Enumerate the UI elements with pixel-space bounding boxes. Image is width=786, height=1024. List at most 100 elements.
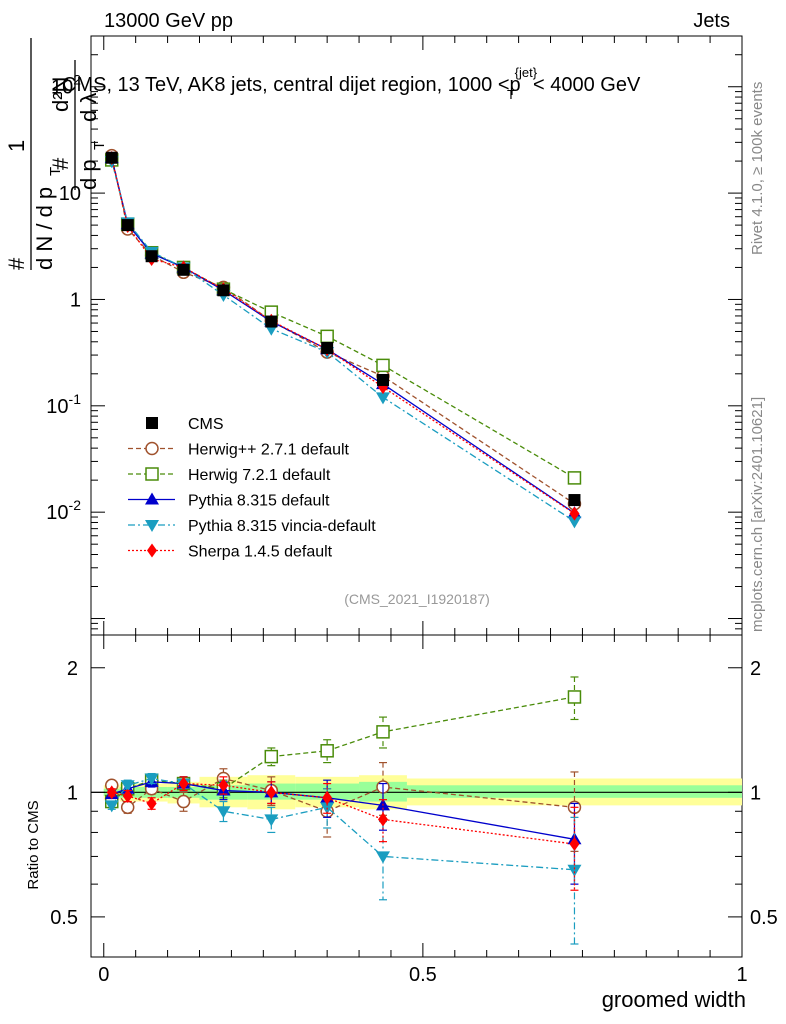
series-line-4	[111, 160, 575, 522]
legend-marker-4	[145, 520, 159, 532]
x-tick-label: 0.5	[409, 964, 437, 986]
ratio-y-tick-label: 0.5	[50, 907, 78, 929]
y-tick-label: 102	[51, 72, 81, 99]
ratio-point-1	[264, 749, 279, 764]
legend-label-2: Herwig 7.2.1 default	[188, 467, 331, 484]
ratio-y-tick-label-right: 0.5	[750, 907, 778, 929]
mcplots-label: mcplots.cern.ch [arXiv:2401.10621]	[749, 397, 766, 632]
ratio-y-tick-label-right: 1	[750, 782, 761, 804]
ratio-y-tick-label: 1	[67, 782, 78, 804]
ratio-point-0	[176, 794, 191, 809]
ratio-point-1	[320, 744, 334, 758]
ratio-point-4	[377, 812, 388, 827]
data-point-4	[375, 392, 390, 405]
legend-marker-0	[146, 417, 158, 429]
ratio-point-4	[322, 790, 333, 805]
legend-marker-1	[145, 441, 159, 456]
legend-label-5: Sherpa 1.4.5 default	[188, 544, 333, 561]
ylabel-dpt: d p	[76, 159, 101, 190]
legend-label-1: Herwig++ 2.7.1 default	[188, 442, 350, 459]
legend-label-3: Pythia 8.315 default	[188, 493, 330, 510]
y-tick-exponent: 2	[73, 72, 81, 88]
data-point-0	[121, 219, 134, 232]
data-point-0	[217, 284, 230, 297]
data-point-0	[568, 494, 581, 507]
data-point-0	[145, 250, 158, 263]
energy-label: 13000 GeV pp	[104, 10, 233, 32]
jets-label: Jets	[693, 10, 730, 32]
y-tick-label: 1	[70, 289, 81, 311]
ratio-point-3	[375, 851, 390, 864]
legend: CMS Herwig++ 2.7.1 default Herwig 7.2.1 de…	[128, 416, 376, 561]
data-point-2	[320, 329, 334, 344]
y-tick-label: 10-1	[46, 391, 81, 418]
data-point-0	[177, 263, 190, 276]
data-point-0	[376, 373, 389, 386]
ylabel-denominator: d N / d p	[32, 187, 57, 270]
ratio-point-1	[567, 690, 582, 704]
ylabel-dlambda: d λ	[76, 93, 101, 122]
ratio-point-4	[218, 778, 229, 793]
x-tick-label: 1	[736, 964, 747, 986]
y-tick-base: 10	[51, 77, 73, 99]
ylabel-one: 1	[4, 140, 29, 152]
ratio-point-1	[376, 725, 390, 739]
title-text-start: CMS, 13 TeV, AK8 jets, central dijet reg…	[62, 74, 521, 96]
series-line-1	[111, 155, 575, 505]
ylabel-t-sub2: T	[91, 141, 108, 150]
y-tick-exponent: -1	[69, 391, 82, 407]
ylabel-hash: #	[4, 257, 29, 270]
ratio-point-4	[178, 776, 189, 791]
ratio-point-4	[569, 837, 580, 852]
title-superscript: {jet}	[515, 65, 538, 80]
ratio-point-3	[104, 800, 119, 813]
ratio-point-4	[146, 796, 157, 811]
y-tick-base: 10	[46, 502, 68, 524]
legend-marker-2	[145, 467, 159, 481]
ratio-point-0	[120, 800, 135, 815]
ratio-y-label: Ratio to CMS	[25, 800, 42, 889]
ylabel-hash2: #	[48, 157, 73, 170]
data-point-2	[376, 358, 390, 373]
ratio-point-3	[264, 814, 279, 827]
ratio-point-3	[216, 806, 231, 819]
legend-marker-5	[147, 543, 157, 558]
chart-title: CMS, 13 TeV, AK8 jets, central dijet reg…	[62, 65, 641, 102]
y-tick-label: 10-2	[46, 497, 81, 524]
y-tick-base: 10	[46, 396, 68, 418]
series-line-5	[111, 157, 575, 515]
legend-marker-3	[145, 492, 159, 505]
series-line-3	[111, 158, 575, 514]
ratio-y-tick-label: 2	[67, 658, 78, 680]
data-point-0	[265, 315, 278, 328]
main-y-axis-label: # 1 d N / d p T # d²N d p T d λ	[4, 38, 108, 270]
ratio-point-4	[106, 785, 117, 800]
ratio-point-4	[266, 785, 277, 800]
ylabel-t-sub: T	[47, 167, 64, 176]
x-axis-label: groomed width	[602, 987, 746, 1012]
rivet-label: Rivet 4.1.0, ≥ 100k events	[749, 82, 766, 255]
data-point-4	[567, 516, 582, 529]
data-point-5	[569, 506, 580, 521]
series-line-2	[111, 159, 575, 479]
legend-label-0: CMS	[188, 416, 224, 433]
ylabel-d2n: d²N	[48, 77, 73, 112]
data-point-0	[105, 151, 118, 164]
ratio-point-3	[567, 864, 582, 877]
data-point-0	[321, 341, 334, 354]
y-tick-exponent: -2	[69, 497, 82, 513]
ratio-point-3	[144, 773, 159, 786]
ratio-point-3	[120, 780, 135, 793]
legend-label-4: Pythia 8.315 vincia-default	[188, 518, 376, 535]
title-text-end: < 4000 GeV	[533, 74, 641, 96]
ratio-panel: 0 0.5 1 0.5 0.5 1 1 2 2	[50, 634, 778, 986]
ratio-y-tick-label-right: 2	[750, 658, 761, 680]
title-subscript: T	[507, 87, 515, 102]
x-tick-label: 0	[98, 964, 109, 986]
analysis-id: (CMS_2021_I1920187)	[344, 591, 490, 607]
ratio-point-4	[122, 788, 133, 803]
ratio-line-4	[111, 782, 575, 845]
data-point-2	[567, 471, 582, 485]
